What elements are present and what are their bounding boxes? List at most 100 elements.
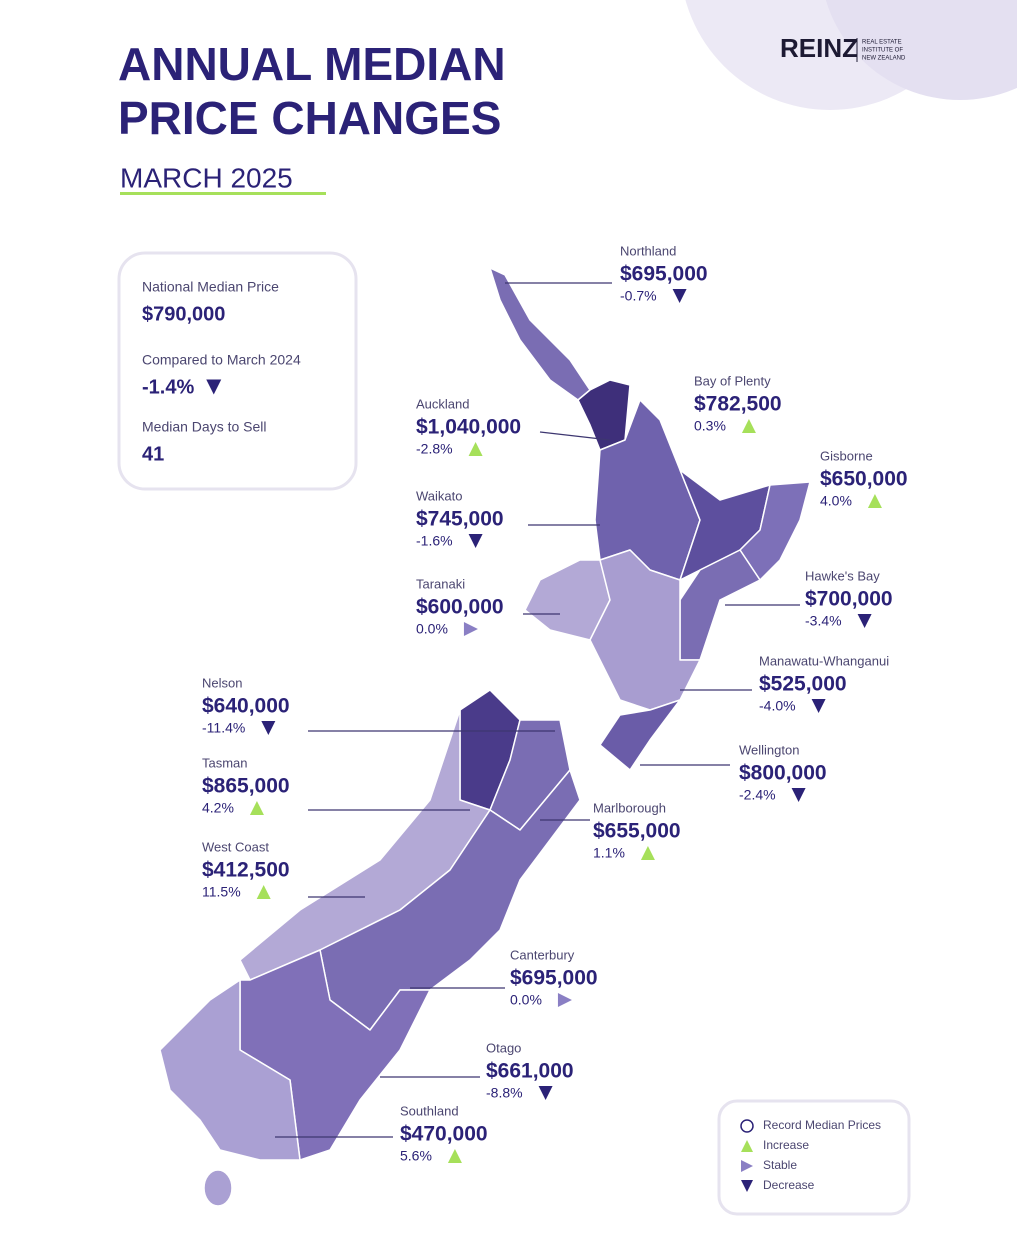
- region-price: $745,000: [416, 508, 504, 531]
- region-change: -2.4%: [739, 787, 776, 803]
- region-change: -11.4%: [202, 720, 245, 736]
- map: [159, 267, 811, 1207]
- region-manawatu: [589, 549, 701, 711]
- region-price: $695,000: [510, 967, 598, 990]
- region-price: $695,000: [620, 263, 708, 286]
- region-change: 4.0%: [820, 493, 852, 509]
- title: PRICE CHANGES: [118, 92, 501, 144]
- legend-label: Record Median Prices: [763, 1118, 881, 1132]
- legend-label: Increase: [763, 1138, 809, 1152]
- region-change: 5.6%: [400, 1148, 432, 1164]
- region-change: -0.7%: [620, 288, 657, 304]
- region-name: Wellington: [739, 742, 799, 757]
- trend-icon: [741, 1160, 753, 1172]
- region-name: Gisborne: [820, 448, 873, 463]
- leader-line: [539, 431, 611, 441]
- region-price: $412,500: [202, 859, 290, 882]
- summary-label: Median Days to Sell: [142, 419, 267, 435]
- region-change: -4.0%: [759, 698, 796, 714]
- region-name: Southland: [400, 1103, 459, 1118]
- legend-label: Decrease: [763, 1178, 815, 1192]
- region-change: -3.4%: [805, 613, 842, 629]
- region-name: Marlborough: [593, 800, 666, 815]
- logo: REINZ: [780, 33, 858, 63]
- summary-label: National Median Price: [142, 279, 279, 295]
- region-change: 4.2%: [202, 800, 234, 816]
- summary-box: [117, 251, 358, 491]
- region-southland: [159, 979, 301, 1161]
- region-change: -1.6%: [416, 533, 453, 549]
- region-name: Nelson: [202, 675, 242, 690]
- region-price: $865,000: [202, 775, 290, 798]
- region-name: Waikato: [416, 488, 462, 503]
- trend-icon: [468, 442, 483, 456]
- trend-icon: [867, 494, 882, 508]
- region-change: 0.0%: [510, 992, 542, 1008]
- region-auckland: [577, 379, 631, 451]
- trend-icon: [256, 885, 271, 899]
- trend-icon: [261, 721, 276, 735]
- trend-icon: [672, 289, 687, 303]
- region-name: Canterbury: [510, 947, 575, 962]
- subtitle: MARCH 2025: [120, 162, 293, 193]
- region-name: Northland: [620, 243, 676, 258]
- region-price: $700,000: [805, 588, 893, 611]
- underline: [120, 192, 326, 195]
- region-name: Bay of Plenty: [694, 373, 771, 388]
- region-price: $1,040,000: [416, 416, 521, 439]
- trend-icon: [811, 699, 826, 713]
- region-change: 1.1%: [593, 845, 625, 861]
- region-canterbury: [319, 769, 581, 1031]
- region-name: Auckland: [416, 396, 469, 411]
- region-gisborne: [739, 481, 811, 581]
- region-price: $470,000: [400, 1123, 488, 1146]
- trend-icon: [249, 801, 264, 815]
- logo-caption: REAL ESTATE: [862, 40, 902, 46]
- decor: [825, 0, 1017, 100]
- trend-icon: [640, 846, 655, 860]
- region-name: Hawke's Bay: [805, 568, 880, 583]
- region-price: $640,000: [202, 695, 290, 718]
- trend-icon: [857, 614, 872, 628]
- region-name: Otago: [486, 1040, 521, 1055]
- trend-icon: [791, 788, 806, 802]
- trend-icon: [538, 1086, 553, 1100]
- region-price: $655,000: [593, 820, 681, 843]
- region-northland: [489, 267, 591, 401]
- region-change: 11.5%: [202, 884, 241, 900]
- region-change: 0.3%: [694, 418, 726, 434]
- region-price: $650,000: [820, 468, 908, 491]
- trend-icon: [468, 534, 483, 548]
- region-name: Manawatu-Whanganui: [759, 653, 889, 668]
- trend-icon: [447, 1149, 462, 1163]
- legend-box: [717, 1099, 911, 1216]
- trend-icon: [463, 622, 478, 636]
- summary-value: -1.4%: [142, 376, 194, 398]
- summary-value: 41: [142, 443, 164, 465]
- record-icon: [740, 1119, 754, 1133]
- title: ANNUAL MEDIAN: [118, 38, 506, 90]
- region-price: $782,500: [694, 393, 782, 416]
- logo-caption: NEW ZEALAND: [862, 56, 906, 62]
- region-name: West Coast: [202, 839, 269, 854]
- trend-icon: [206, 379, 222, 395]
- region-change: 0.0%: [416, 621, 448, 637]
- region-price: $661,000: [486, 1060, 574, 1083]
- summary-value: $790,000: [142, 303, 225, 325]
- region-price: $525,000: [759, 673, 847, 696]
- region-price: $800,000: [739, 762, 827, 785]
- stewart-island: [203, 1169, 233, 1207]
- region-wellington: [599, 699, 681, 771]
- region-change: -8.8%: [486, 1085, 523, 1101]
- trend-icon: [741, 1140, 753, 1152]
- region-change: -2.8%: [416, 441, 453, 457]
- summary-label: Compared to March 2024: [142, 352, 301, 368]
- trend-icon: [557, 993, 572, 1007]
- logo-caption: INSTITUTE OF: [862, 48, 903, 54]
- region-name: Tasman: [202, 755, 248, 770]
- legend-label: Stable: [763, 1158, 797, 1172]
- trend-icon: [741, 419, 756, 433]
- trend-icon: [741, 1180, 753, 1192]
- region-price: $600,000: [416, 596, 504, 619]
